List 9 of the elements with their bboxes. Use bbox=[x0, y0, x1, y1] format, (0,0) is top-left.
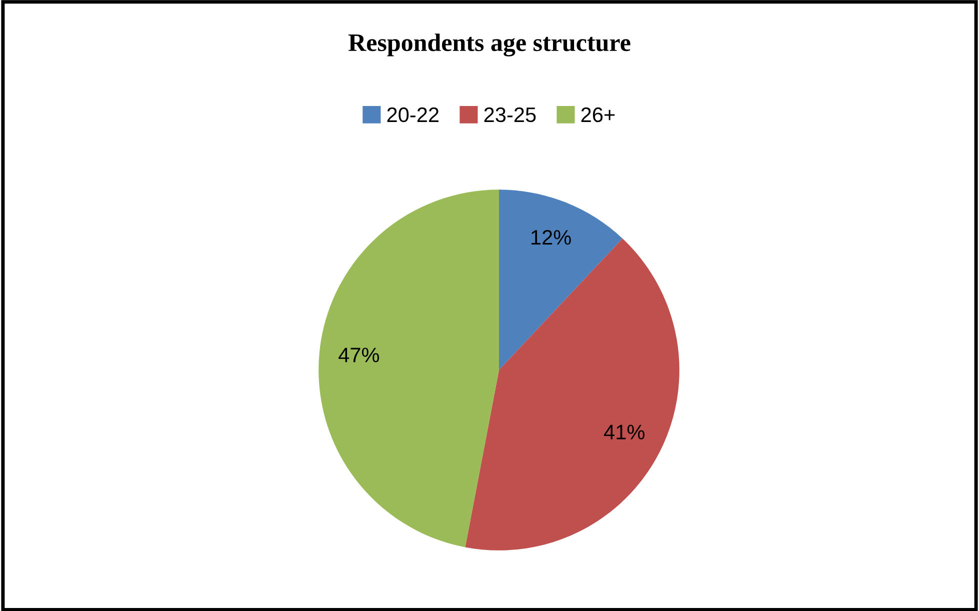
legend-label: 20-22 bbox=[387, 107, 438, 122]
chart-title: Respondents age structure bbox=[348, 34, 630, 56]
legend-label: 23-25 bbox=[484, 107, 536, 122]
data-label: 12% bbox=[532, 230, 571, 245]
data-label: 41% bbox=[604, 424, 644, 440]
pie-slice bbox=[499, 190, 622, 370]
pie-slice bbox=[318, 190, 499, 548]
legend-label: 26+ bbox=[581, 107, 615, 122]
data-label: 47% bbox=[338, 348, 380, 362]
